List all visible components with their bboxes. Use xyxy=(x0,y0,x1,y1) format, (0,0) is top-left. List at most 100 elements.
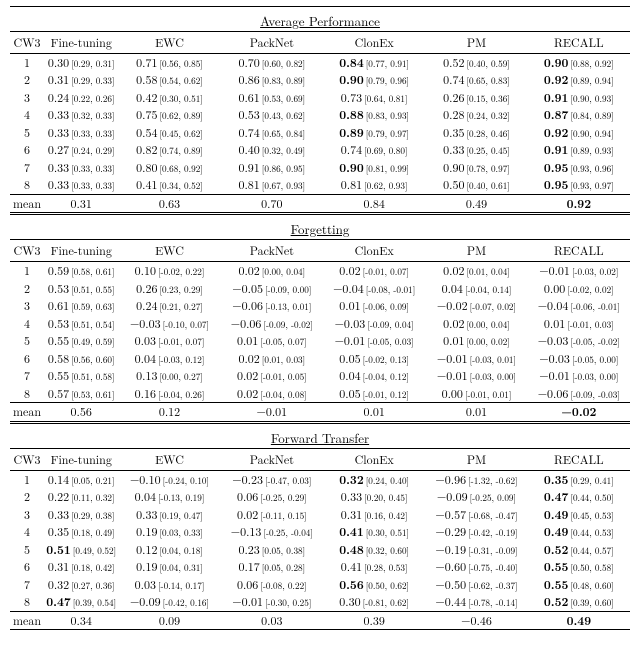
data-row: 70.33[0.33, 0.33]0.80[0.68, 0.92]0.91[0.… xyxy=(10,159,630,176)
header-row: CW3Fine-tuningEWCPackNetClonExPMRECALL xyxy=(10,240,630,262)
value-cell: 0.01[-0.06, 0.09] xyxy=(323,297,425,314)
value-cell: 0.55[0.51, 0.58] xyxy=(44,367,118,384)
value-cell: −0.13[-0.25, -0.04] xyxy=(221,523,323,540)
cw3-cell: 6 xyxy=(10,350,44,367)
col-head: PackNet xyxy=(221,240,323,262)
value-cell: 0.71[0.56, 0.85] xyxy=(118,54,220,72)
value-cell: 0.33[0.29, 0.38] xyxy=(44,506,118,523)
value-cell: −0.09[-0.25, 0.09] xyxy=(425,488,527,505)
value-cell: 0.57[0.53, 0.61] xyxy=(44,385,118,403)
value-cell: 0.87[0.84, 0.89] xyxy=(528,106,630,123)
mean-row: mean0.340.090.030.39−0.460.49 xyxy=(10,611,630,629)
value-cell: 0.41[0.28, 0.53] xyxy=(323,558,425,575)
value-cell: −0.60[-0.75, -0.40] xyxy=(425,558,527,575)
value-cell: −0.57[-0.68, -0.47] xyxy=(425,506,527,523)
value-cell: 0.58[0.54, 0.62] xyxy=(118,71,220,88)
data-row: 10.14[0.05, 0.21]−0.10[-0.24, 0.10]−0.23… xyxy=(10,470,630,488)
value-cell: 0.03[-0.14, 0.17] xyxy=(118,576,220,593)
col-head: ClonEx xyxy=(323,240,425,262)
value-cell: 0.91[0.90, 0.93] xyxy=(528,89,630,106)
value-cell: −0.01[-0.30, 0.25] xyxy=(221,593,323,611)
value-cell: 0.90[0.88, 0.92] xyxy=(528,54,630,72)
value-cell: 0.81[0.67, 0.93] xyxy=(221,176,323,194)
cw3-cell: 1 xyxy=(10,54,44,72)
value-cell: 0.48[0.32, 0.60] xyxy=(323,541,425,558)
value-cell: −0.29[-0.42, -0.19] xyxy=(425,523,527,540)
value-cell: 0.04[-0.13, 0.19] xyxy=(118,488,220,505)
col-head: ClonEx xyxy=(323,32,425,54)
mean-cell: 0.31 xyxy=(44,194,118,212)
value-cell: 0.42[0.30, 0.51] xyxy=(118,89,220,106)
col-head: RECALL xyxy=(528,448,630,470)
mean-cell: 0.03 xyxy=(221,611,323,629)
cw3-cell: 4 xyxy=(10,315,44,332)
value-cell: 0.41[0.34, 0.52] xyxy=(118,176,220,194)
value-cell: 0.47[0.39, 0.54] xyxy=(44,593,118,611)
section-title: Forward Transfer xyxy=(10,421,630,448)
value-cell: 0.02[-0.01, 0.05] xyxy=(221,367,323,384)
value-cell: 0.02[0.01, 0.04] xyxy=(425,262,527,280)
data-row: 60.58[0.56, 0.60]0.04[-0.03, 0.12]0.02[0… xyxy=(10,350,630,367)
value-cell: 0.33[0.25, 0.45] xyxy=(425,141,527,158)
value-cell: −0.03[-0.05, 0.00] xyxy=(528,350,630,367)
data-row: 80.47[0.39, 0.54]−0.09[-0.42, 0.16]−0.01… xyxy=(10,593,630,611)
value-cell: 0.26[0.23, 0.29] xyxy=(118,280,220,297)
value-cell: 0.00[-0.01, 0.01] xyxy=(425,385,527,403)
data-row: 10.59[0.58, 0.61]0.10[-0.02, 0.22]0.02[0… xyxy=(10,262,630,280)
value-cell: 0.02[0.00, 0.04] xyxy=(425,315,527,332)
value-cell: −0.19[-0.31, -0.09] xyxy=(425,541,527,558)
cw3-cell: 6 xyxy=(10,558,44,575)
col-head: PackNet xyxy=(221,448,323,470)
value-cell: 0.35[0.28, 0.46] xyxy=(425,124,527,141)
cw3-cell: 1 xyxy=(10,262,44,280)
value-cell: −0.10[-0.24, 0.10] xyxy=(118,470,220,488)
value-cell: 0.33[0.19, 0.47] xyxy=(118,506,220,523)
data-row: 70.55[0.51, 0.58]0.13[0.00, 0.27]0.02[-0… xyxy=(10,367,630,384)
value-cell: −0.03[-0.09, 0.04] xyxy=(323,315,425,332)
cw3-cell: 1 xyxy=(10,470,44,488)
value-cell: 0.04[-0.04, 0.12] xyxy=(323,367,425,384)
value-cell: 0.51[0.49, 0.52] xyxy=(44,541,118,558)
mean-cell: 0.01 xyxy=(425,403,527,421)
value-cell: 0.06[-0.25, 0.29] xyxy=(221,488,323,505)
value-cell: 0.74[0.65, 0.83] xyxy=(425,71,527,88)
data-row: 80.57[0.53, 0.61]0.16[-0.04, 0.26]0.02[-… xyxy=(10,385,630,403)
mean-cell: −0.01 xyxy=(221,403,323,421)
value-cell: 0.53[0.51, 0.55] xyxy=(44,280,118,297)
data-row: 70.32[0.27, 0.36]0.03[-0.14, 0.17]0.06[-… xyxy=(10,576,630,593)
value-cell: 0.35[0.18, 0.49] xyxy=(44,523,118,540)
header-row: CW3Fine-tuningEWCPackNetClonExPMRECALL xyxy=(10,448,630,470)
cw3-cell: 2 xyxy=(10,71,44,88)
value-cell: 0.58[0.56, 0.60] xyxy=(44,350,118,367)
value-cell: 0.33[0.33, 0.33] xyxy=(44,124,118,141)
data-table: CW3Fine-tuningEWCPackNetClonExPMRECALL10… xyxy=(10,239,630,420)
cw3-cell: 4 xyxy=(10,523,44,540)
value-cell: −0.01[-0.03, 0.00] xyxy=(528,367,630,384)
value-cell: 0.23[0.05, 0.38] xyxy=(221,541,323,558)
value-cell: 0.90[0.81, 0.99] xyxy=(323,159,425,176)
value-cell: −0.01[-0.03, 0.02] xyxy=(528,262,630,280)
value-cell: −0.09[-0.42, 0.16] xyxy=(118,593,220,611)
mean-cell: 0.70 xyxy=(221,194,323,212)
value-cell: 0.26[0.15, 0.36] xyxy=(425,89,527,106)
header-row: CW3Fine-tuningEWCPackNetClonExPMRECALL xyxy=(10,32,630,54)
col-head: CW3 xyxy=(10,240,44,262)
data-table: CW3Fine-tuningEWCPackNetClonExPMRECALL1 0… xyxy=(10,31,630,212)
value-cell: 0.70[0.60, 0.82] xyxy=(221,54,323,72)
data-row: 60.31[0.18, 0.42]0.19[0.04, 0.31]0.17[0.… xyxy=(10,558,630,575)
tables-root: Average PerformanceCW3Fine-tuningEWCPack… xyxy=(10,6,630,630)
value-cell: 0.90[0.78, 0.97] xyxy=(425,159,527,176)
value-cell: 0.33[0.33, 0.33] xyxy=(44,176,118,194)
cw3-cell: 5 xyxy=(10,541,44,558)
data-row: 20.31[0.29, 0.33]0.58[0.54, 0.62]0.86[0.… xyxy=(10,71,630,88)
value-cell: 0.53[0.43, 0.62] xyxy=(221,106,323,123)
value-cell: −0.01[-0.03, 0.00] xyxy=(425,367,527,384)
value-cell: −0.05[-0.09, 0.00] xyxy=(221,280,323,297)
data-row: 50.51[0.49, 0.52]0.12[0.04, 0.18]0.23[0.… xyxy=(10,541,630,558)
data-row: 20.53[0.51, 0.55]0.26[0.23, 0.29]−0.05[-… xyxy=(10,280,630,297)
value-cell: 0.73[0.64, 0.81] xyxy=(323,89,425,106)
value-cell: 0.61[0.59, 0.63] xyxy=(44,297,118,314)
value-cell: 0.41[0.30, 0.51] xyxy=(323,523,425,540)
value-cell: 0.01[-0.01, 0.03] xyxy=(528,315,630,332)
value-cell: 0.82[0.74, 0.89] xyxy=(118,141,220,158)
